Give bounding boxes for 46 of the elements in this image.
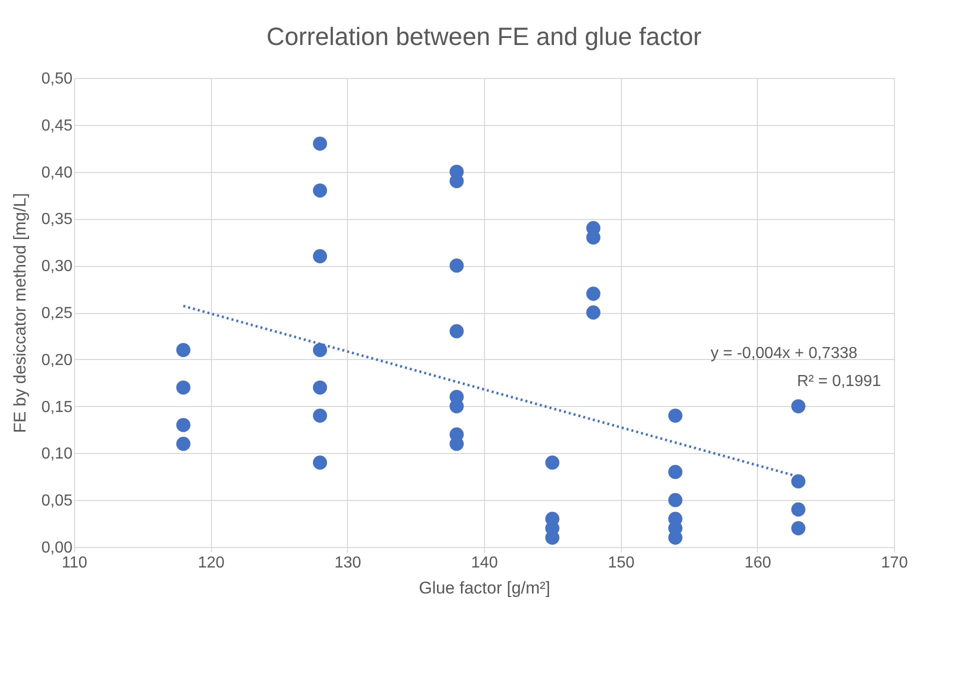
y-tick-label: 0,15	[41, 398, 73, 416]
point	[312, 249, 328, 264]
point	[450, 324, 464, 338]
x-tick-label: 120	[198, 554, 225, 572]
chart-title: Correlation between FE and glue factor	[266, 23, 702, 51]
point	[176, 418, 190, 432]
point	[586, 286, 600, 301]
point	[312, 456, 328, 470]
y-tick-label: 0,35	[41, 211, 73, 228]
point	[312, 408, 328, 423]
point	[791, 399, 806, 414]
x-tick-label: 170	[881, 554, 908, 572]
annotation: R² = 0,1991	[796, 373, 882, 390]
point	[312, 184, 328, 198]
y-tick-label: 0,50	[41, 70, 73, 88]
point	[668, 493, 682, 508]
point	[668, 408, 682, 423]
x-tick-label: 140	[471, 554, 498, 572]
point	[791, 521, 806, 536]
x-tick-label: 130	[334, 554, 362, 572]
point	[791, 502, 806, 517]
point	[450, 258, 464, 273]
point	[791, 474, 806, 488]
point	[545, 456, 560, 470]
x-axis-title: Glue factor [g/m²]	[418, 578, 550, 598]
point	[176, 436, 190, 451]
y-tick-label: 0,45	[41, 117, 73, 134]
x-tick-label: 160	[744, 554, 772, 572]
point	[312, 380, 328, 395]
y-tick-label: 0,30	[41, 258, 73, 276]
x-tick-label: 150	[608, 554, 635, 572]
point	[312, 136, 328, 151]
point	[176, 380, 190, 395]
y-tick-label: 0,25	[41, 305, 73, 322]
point	[586, 305, 600, 320]
point	[176, 342, 190, 358]
y-tick-label: 0,10	[41, 446, 73, 463]
y-tick-label: 0,00	[41, 540, 73, 556]
point	[312, 342, 328, 358]
y-tick-label: 0,05	[41, 492, 73, 510]
point	[668, 464, 682, 480]
y-tick-label: 0,40	[41, 164, 73, 182]
annotation: y = -0,004x + 0,7338	[710, 345, 858, 362]
x-tick-label: 110	[62, 554, 88, 572]
y-tick-label: 0,20	[41, 352, 73, 369]
y-axis-title: FE by desiccator method [mg/L]	[10, 193, 30, 433]
